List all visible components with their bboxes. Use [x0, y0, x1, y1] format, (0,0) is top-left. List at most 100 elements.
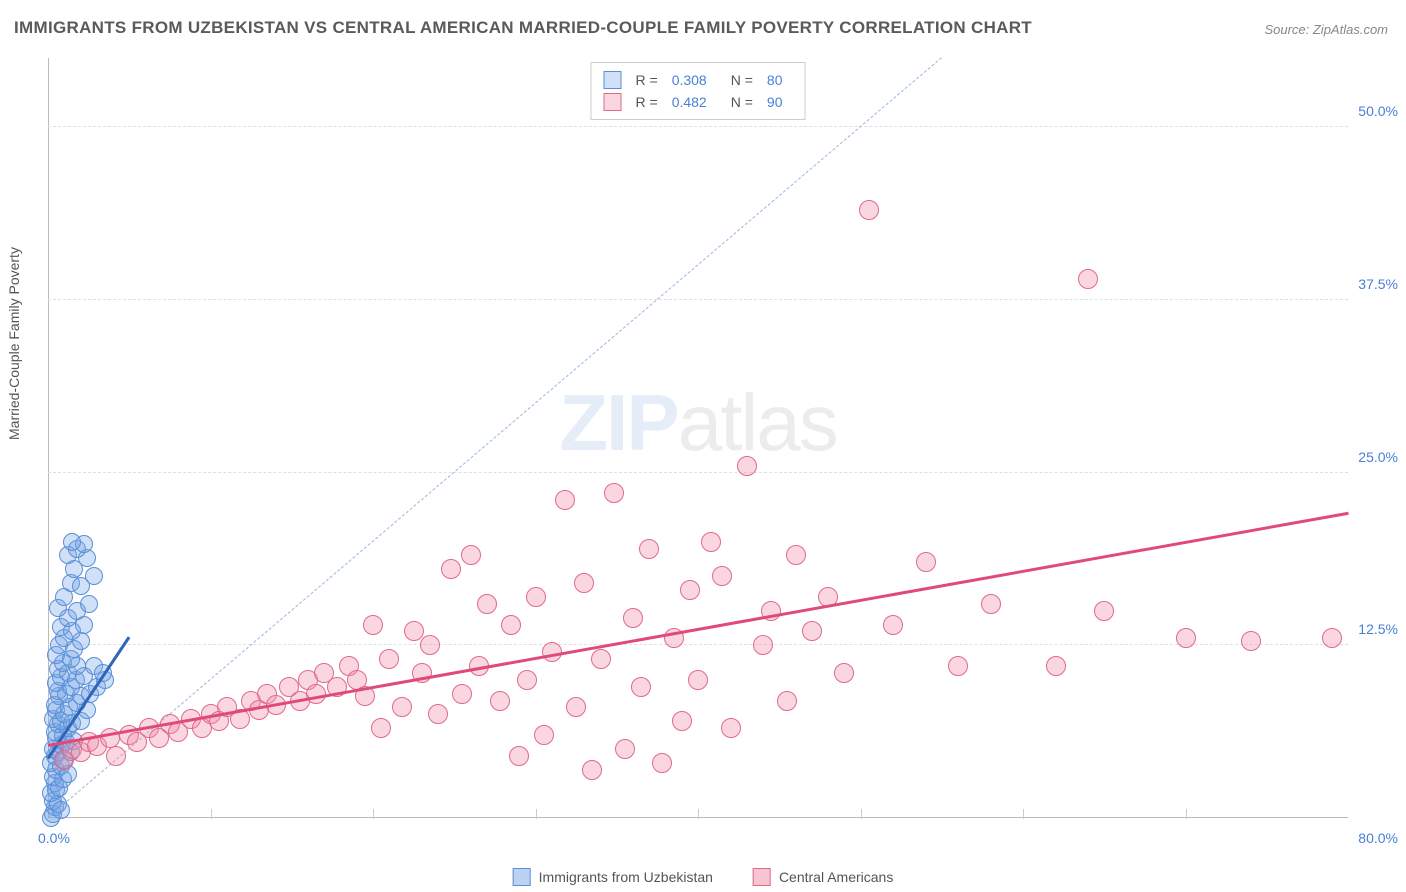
y-tick-label: 37.5% — [1358, 276, 1398, 292]
y-tick-label: 50.0% — [1358, 103, 1398, 119]
data-point — [509, 746, 529, 766]
x-tick — [536, 809, 537, 819]
data-point — [85, 567, 103, 585]
data-point — [652, 753, 672, 773]
data-point — [1322, 628, 1342, 648]
data-point — [883, 615, 903, 635]
data-point — [701, 532, 721, 552]
data-point — [688, 670, 708, 690]
data-point — [428, 704, 448, 724]
grid-line — [48, 299, 1348, 300]
grid-line — [48, 644, 1348, 645]
data-point — [80, 595, 98, 613]
data-point — [1094, 601, 1114, 621]
data-point — [526, 587, 546, 607]
data-point — [452, 684, 472, 704]
data-point — [639, 539, 659, 559]
bottom-legend-item: Immigrants from Uzbekistan — [513, 868, 713, 886]
stat-value: 90 — [767, 91, 783, 113]
stat-key: R = — [636, 91, 658, 113]
data-point — [672, 711, 692, 731]
x-tick — [373, 809, 374, 819]
data-point — [604, 483, 624, 503]
data-point — [981, 594, 1001, 614]
grid-line — [48, 126, 1348, 127]
stat-key: N = — [731, 69, 753, 91]
data-point — [712, 566, 732, 586]
data-point — [737, 456, 757, 476]
x-tick — [1186, 809, 1187, 819]
data-point — [916, 552, 936, 572]
watermark-light: atlas — [678, 378, 837, 467]
x-tick — [211, 809, 212, 819]
stat-value: 0.482 — [672, 91, 707, 113]
data-point — [306, 684, 326, 704]
data-point — [555, 490, 575, 510]
data-point — [477, 594, 497, 614]
data-point — [404, 621, 424, 641]
data-point — [441, 559, 461, 579]
legend-label: Immigrants from Uzbekistan — [539, 869, 713, 885]
data-point — [1176, 628, 1196, 648]
data-point — [1046, 656, 1066, 676]
data-point — [582, 760, 602, 780]
legend-row: R = 0.482 N = 90 — [604, 91, 793, 113]
legend-swatch — [753, 868, 771, 886]
y-tick-label: 25.0% — [1358, 449, 1398, 465]
stat-value: 0.308 — [672, 69, 707, 91]
y-tick-label: 12.5% — [1358, 621, 1398, 637]
x-tick — [861, 809, 862, 819]
data-point — [566, 697, 586, 717]
data-point — [777, 691, 797, 711]
legend-swatch — [513, 868, 531, 886]
data-point — [534, 725, 554, 745]
data-point — [1241, 631, 1261, 651]
y-axis-label: Married-Couple Family Poverty — [6, 247, 22, 440]
legend-swatch — [604, 71, 622, 89]
data-point — [615, 739, 635, 759]
data-point — [52, 801, 70, 819]
legend-row: R = 0.308 N = 80 — [604, 69, 793, 91]
data-point — [834, 663, 854, 683]
data-point — [517, 670, 537, 690]
data-point — [859, 200, 879, 220]
data-point — [753, 635, 773, 655]
data-point — [948, 656, 968, 676]
data-point — [680, 580, 700, 600]
data-point — [623, 608, 643, 628]
data-point — [574, 573, 594, 593]
stat-key: R = — [636, 69, 658, 91]
regression-line — [48, 512, 1348, 747]
x-tick — [1023, 809, 1024, 819]
watermark: ZIPatlas — [559, 377, 836, 469]
data-point — [379, 649, 399, 669]
correlation-legend: R = 0.308 N = 80 R = 0.482 N = 90 — [591, 62, 806, 120]
legend-swatch — [604, 93, 622, 111]
stat-key: N = — [731, 91, 753, 113]
data-point — [501, 615, 521, 635]
x-max-label: 80.0% — [1358, 830, 1398, 846]
data-point — [461, 545, 481, 565]
watermark-bold: ZIP — [559, 378, 677, 467]
plot-area: ZIPatlas R =0.308N =80R =0.482N =90 0.0%… — [48, 58, 1348, 818]
data-point — [371, 718, 391, 738]
data-point — [631, 677, 651, 697]
bottom-legend-item: Central Americans — [753, 868, 893, 886]
data-point — [786, 545, 806, 565]
x-tick — [698, 809, 699, 819]
grid-line — [48, 472, 1348, 473]
data-point — [591, 649, 611, 669]
data-point — [802, 621, 822, 641]
data-point — [63, 533, 81, 551]
bottom-legend: Immigrants from Uzbekistan Central Americ… — [513, 868, 894, 886]
data-point — [106, 746, 126, 766]
data-point — [392, 697, 412, 717]
x-min-label: 0.0% — [38, 830, 70, 846]
data-point — [420, 635, 440, 655]
source-attribution: Source: ZipAtlas.com — [1264, 22, 1388, 37]
data-point — [363, 615, 383, 635]
legend-label: Central Americans — [779, 869, 893, 885]
chart-title: IMMIGRANTS FROM UZBEKISTAN VS CENTRAL AM… — [14, 18, 1032, 38]
stat-value: 80 — [767, 69, 783, 91]
data-point — [490, 691, 510, 711]
